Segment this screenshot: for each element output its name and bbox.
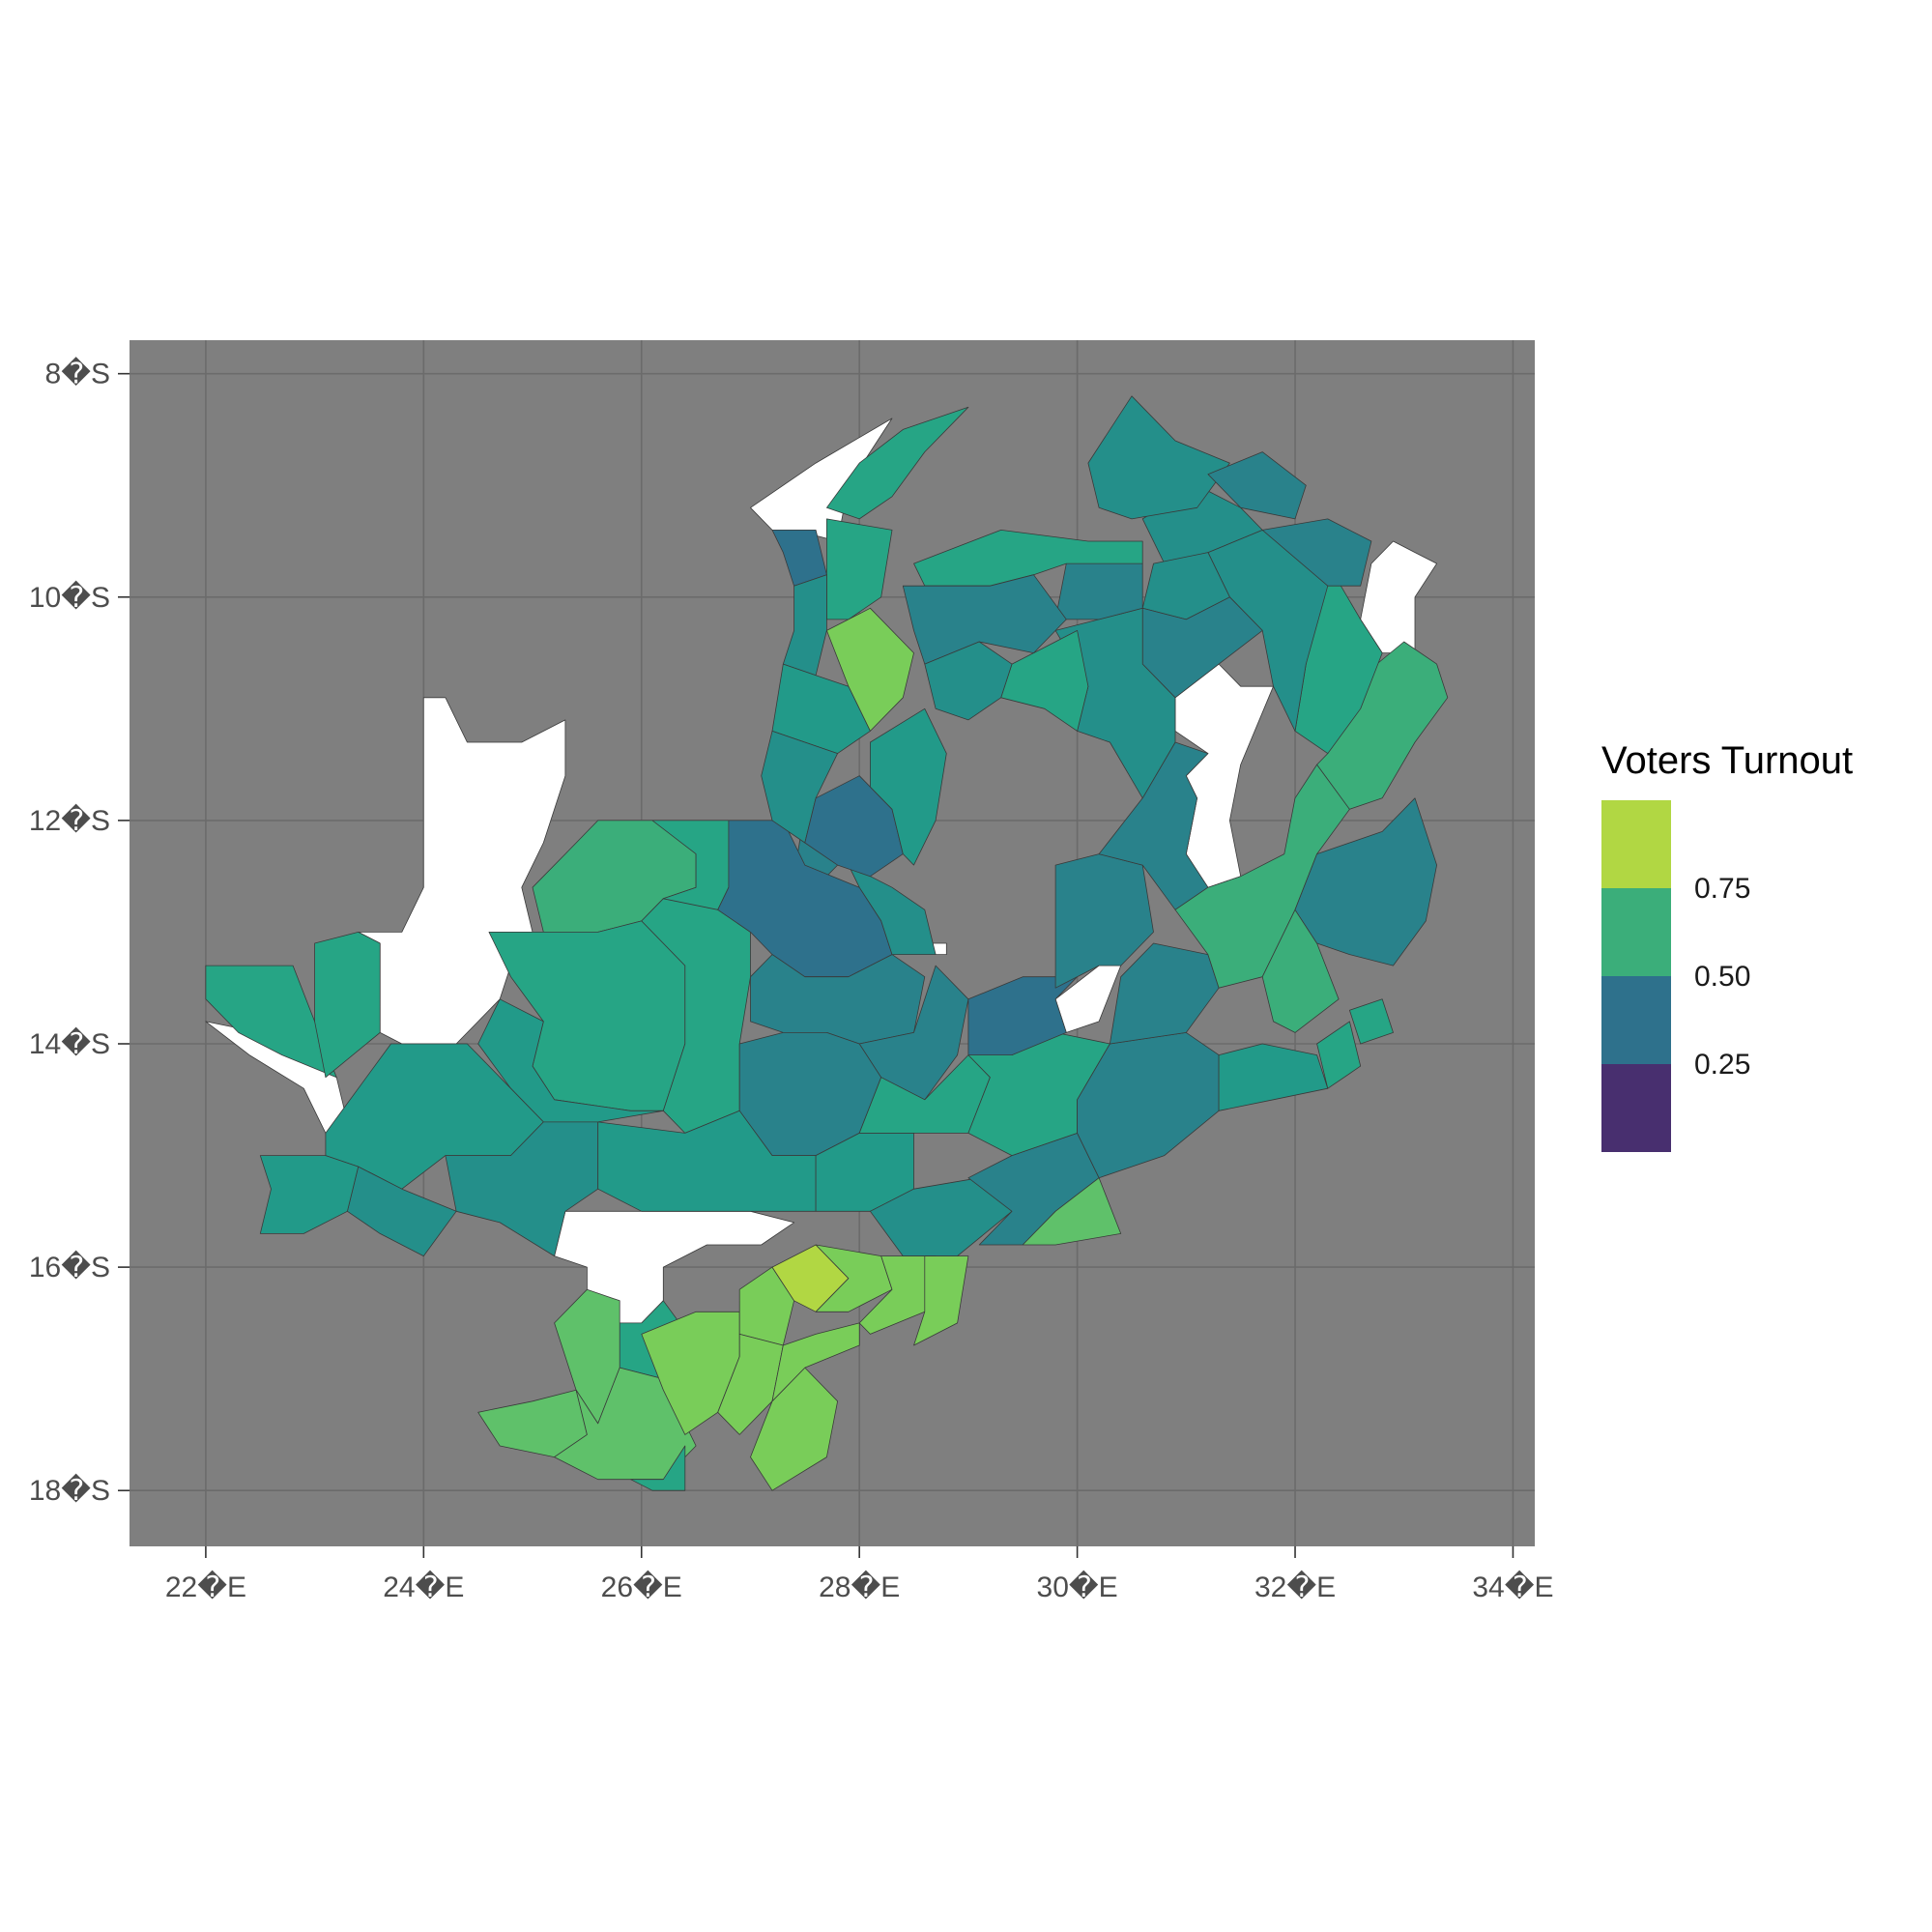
y-tick-label-0: 8�S: [45, 357, 110, 390]
region-24: [314, 932, 381, 1079]
x-axis: 22�E 24�E 26�E 28�E 30�E 32�E 34�E: [165, 1546, 1554, 1603]
legend-keys: [1601, 800, 1671, 1152]
legend: Voters Turnout 0.75 0.50 0.25: [1601, 739, 1853, 1152]
legend-labels: 0.75 0.50 0.25: [1694, 873, 1750, 1081]
legend-label-0: 0.75: [1694, 873, 1750, 905]
region-65: [902, 574, 1067, 665]
region-73: [738, 1266, 794, 1346]
region-20: [445, 1121, 599, 1256]
region-46: [1261, 518, 1372, 587]
x-tick-label-6: 34�E: [1472, 1570, 1553, 1603]
x-tick-label-4: 30�E: [1037, 1570, 1118, 1603]
x-tick-label-0: 22�E: [165, 1570, 246, 1603]
region-57: [826, 406, 969, 520]
legend-label-1: 0.50: [1694, 961, 1750, 993]
legend-key-2: [1601, 976, 1671, 1064]
x-tick-label-2: 26�E: [601, 1570, 682, 1603]
region-23: [205, 965, 337, 1079]
legend-key-0: [1601, 800, 1671, 888]
x-tick-label-5: 32�E: [1254, 1570, 1336, 1603]
x-tick-label-1: 24�E: [383, 1570, 464, 1603]
x-tick-label-3: 28�E: [819, 1570, 900, 1603]
region-18: [477, 998, 664, 1123]
legend-key-1: [1601, 888, 1671, 976]
region-54: [1054, 562, 1143, 620]
region-80: [913, 1255, 969, 1346]
region-32: [967, 976, 1078, 1055]
region-76: [771, 1322, 860, 1402]
y-tick-label-2: 12�S: [29, 803, 110, 837]
region-17: [848, 864, 937, 955]
region-48: [1087, 395, 1230, 520]
y-axis: 8�S 10�S 12�S 14�S 16�S 18�S: [29, 357, 130, 1507]
region-layer: [205, 395, 1449, 1491]
region-30: [1022, 1177, 1122, 1246]
region-64: [870, 707, 947, 866]
region-49: [1207, 451, 1307, 520]
y-tick-label-4: 16�S: [29, 1250, 110, 1283]
region-22: [259, 1155, 360, 1234]
region-42: [1349, 998, 1394, 1045]
legend-key-3: [1601, 1064, 1671, 1152]
region-35: [1316, 1021, 1362, 1089]
legend-label-2: 0.25: [1694, 1049, 1750, 1081]
y-tick-label-5: 18�S: [29, 1473, 110, 1507]
y-tick-label-1: 10�S: [29, 580, 110, 614]
region-66: [924, 641, 1013, 721]
region-71: [630, 1445, 686, 1491]
y-tick-label-3: 14�S: [29, 1026, 110, 1060]
region-41: [1294, 797, 1437, 966]
legend-title: Voters Turnout: [1601, 739, 1853, 782]
